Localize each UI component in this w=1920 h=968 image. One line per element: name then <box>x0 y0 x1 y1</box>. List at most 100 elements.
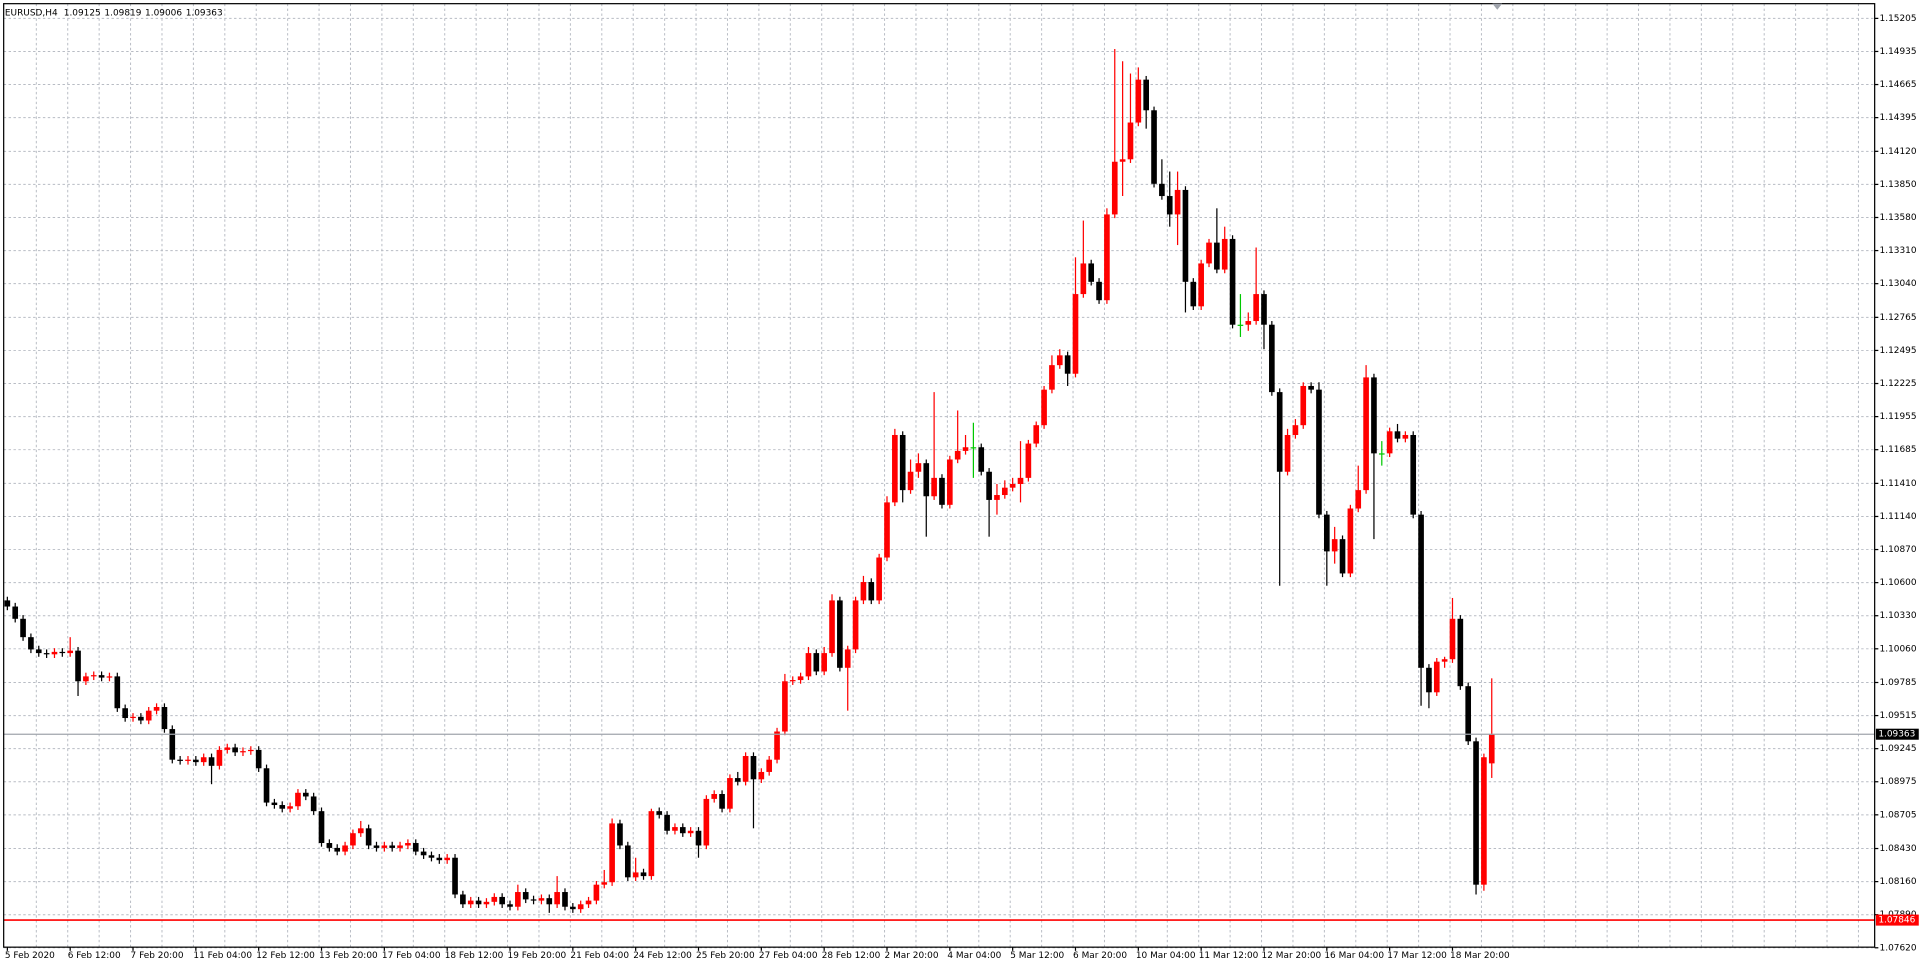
candle-body <box>1284 434 1291 472</box>
candle-body <box>271 802 278 806</box>
candle-body <box>507 904 513 907</box>
candle-body <box>177 759 183 761</box>
candle-body <box>12 606 19 619</box>
candle-body <box>672 827 678 831</box>
candle-body <box>491 896 498 902</box>
candle-body <box>138 716 144 721</box>
candle-body <box>758 771 765 780</box>
level-label: 1.07846 <box>1878 916 1915 926</box>
candle-body <box>224 747 231 750</box>
candle-body <box>1331 539 1338 552</box>
candle-body <box>405 843 411 846</box>
candle-body <box>35 649 42 654</box>
candle-body <box>947 459 953 505</box>
candle-body <box>1347 508 1354 574</box>
y-tick-label: 1.11140 <box>1880 512 1917 522</box>
candle-body <box>687 830 694 834</box>
y-tick-label: 1.12495 <box>1880 346 1917 356</box>
candle-body <box>28 637 34 650</box>
candle-body <box>389 845 396 848</box>
candle-body <box>1308 385 1314 390</box>
candle-body <box>742 756 749 782</box>
candle-body <box>255 749 262 769</box>
x-tick-label: 12 Feb 12:00 <box>256 951 315 961</box>
candle-body <box>232 747 238 753</box>
candle-body <box>200 757 207 763</box>
candle-body <box>122 708 128 719</box>
candle-body <box>813 653 820 672</box>
candle-body <box>609 823 615 883</box>
candle-body <box>530 899 537 901</box>
y-tick-label: 1.10870 <box>1880 545 1917 555</box>
candle-body <box>860 582 867 601</box>
candle-body <box>248 749 254 752</box>
candle-body <box>915 463 922 472</box>
candle-body <box>1151 110 1157 184</box>
candle-body <box>679 827 686 834</box>
y-tick-label: 1.10060 <box>1880 644 1917 654</box>
candle-body <box>1025 443 1032 478</box>
y-tick-label: 1.09245 <box>1880 744 1917 754</box>
y-tick-label: 1.14120 <box>1880 147 1917 157</box>
candle-body <box>994 495 1000 500</box>
x-tick-label: 17 Mar 12:00 <box>1387 951 1447 961</box>
candle-body <box>1072 294 1079 374</box>
x-tick-label: 5 Mar 12:00 <box>1010 951 1064 961</box>
header-open: 1.09125 <box>64 8 101 18</box>
candle-body <box>1269 324 1275 393</box>
candle-body <box>923 463 930 497</box>
candle-body <box>1127 122 1134 160</box>
candle-body <box>98 675 105 678</box>
candle-body <box>1316 389 1322 515</box>
chart-header: EURUSD,H4 1.09125 1.09819 1.09006 1.09363 <box>5 8 223 18</box>
candle-body <box>1056 355 1063 366</box>
candle-body <box>43 653 50 655</box>
x-tick-label: 18 Feb 12:00 <box>445 951 504 961</box>
candle-body <box>1276 392 1283 472</box>
candle-body <box>240 751 246 753</box>
candle-body <box>1159 183 1165 197</box>
candle-body <box>342 845 348 852</box>
x-tick-label: 4 Mar 04:00 <box>947 951 1001 961</box>
candle-body <box>522 892 529 900</box>
candle-body <box>130 716 136 719</box>
candle-body <box>350 833 356 846</box>
x-tick-label: 11 Mar 12:00 <box>1199 951 1259 961</box>
candle-body <box>1253 294 1259 322</box>
candle-body <box>90 675 97 677</box>
candle-body <box>420 851 427 856</box>
x-tick-label: 6 Mar 20:00 <box>1073 951 1127 961</box>
candle-body <box>907 471 914 491</box>
candle-body <box>554 892 560 905</box>
candle-body <box>1339 539 1346 574</box>
y-tick-label: 1.11410 <box>1880 479 1917 489</box>
candle-body <box>153 707 160 711</box>
candle-body <box>1237 324 1244 326</box>
x-tick-label: 18 Mar 20:00 <box>1450 951 1510 961</box>
candle-body <box>1378 453 1385 455</box>
candle-body <box>829 600 835 654</box>
x-tick-label: 28 Feb 12:00 <box>822 951 881 961</box>
candle-body <box>1166 196 1173 215</box>
candle-body <box>1088 263 1095 282</box>
candle-body <box>986 471 992 500</box>
candle-body <box>562 892 568 907</box>
candle-body <box>287 806 293 809</box>
candle-body <box>852 600 859 650</box>
candle-body <box>295 792 301 807</box>
y-tick-label: 1.10330 <box>1880 611 1917 621</box>
x-tick-label: 25 Feb 20:00 <box>696 951 755 961</box>
candle-body <box>868 582 875 601</box>
candle-body <box>67 650 74 654</box>
candle-body <box>703 798 710 846</box>
candle-body <box>83 676 89 682</box>
candle-body <box>460 894 466 905</box>
y-tick-label: 1.10600 <box>1880 578 1917 588</box>
x-tick-label: 13 Feb 20:00 <box>319 951 378 961</box>
candle-body <box>884 502 890 558</box>
candle-body <box>1135 79 1142 123</box>
plot-frame <box>3 3 1876 948</box>
candle-body <box>444 857 450 861</box>
y-tick-label: 1.11685 <box>1880 445 1917 455</box>
